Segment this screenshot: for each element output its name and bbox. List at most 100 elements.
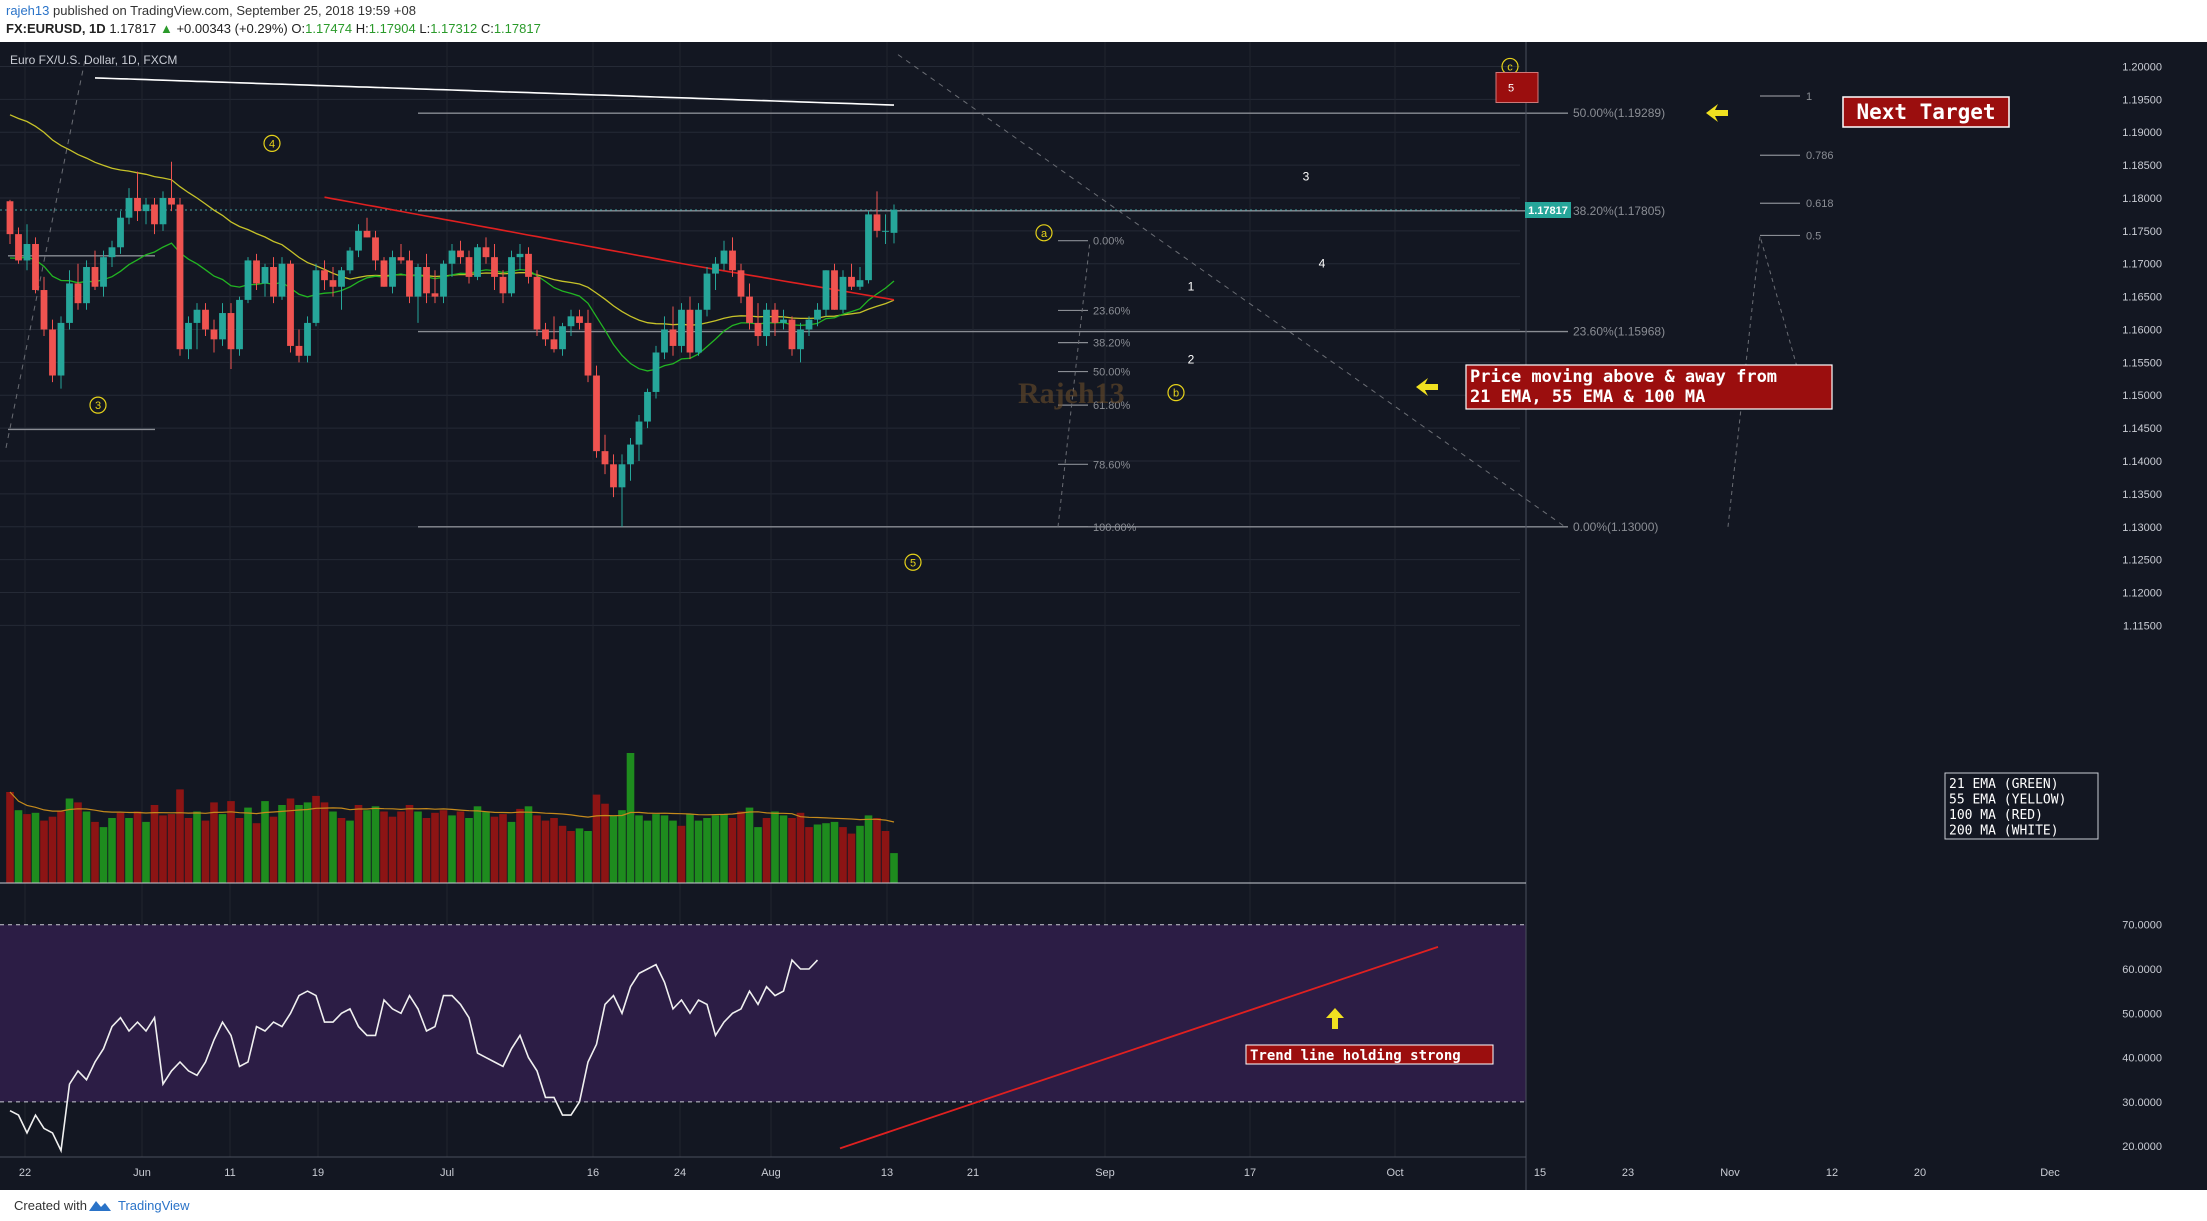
- volume-bar: [490, 816, 499, 883]
- time-tick-label: 20: [1914, 1167, 1926, 1179]
- time-tick-label: Sep: [1095, 1167, 1115, 1179]
- wave-label: 4: [269, 138, 275, 150]
- volume-bar: [176, 789, 184, 883]
- price-axis: 1.20000 1.19500 1.19000 1.18500 1.18000 1.175…: [0, 42, 2162, 1190]
- candle-body: [83, 267, 90, 304]
- volume-bar: [771, 811, 779, 883]
- candle-body: [584, 322, 592, 376]
- price-chart[interactable]: 50.00%(1.19289) 38.20%(1.17805) 23.60%(1.1…: [0, 42, 2207, 1190]
- volume-bar: [524, 806, 533, 883]
- candle-body: [151, 204, 158, 225]
- candle-body: [763, 309, 770, 337]
- price-tick-label: 1.19500: [2122, 94, 2162, 106]
- volume-bar: [635, 815, 643, 883]
- mini-fib-label: 38.20%: [1093, 338, 1131, 350]
- candle-body: [389, 257, 396, 287]
- volume-bar: [312, 795, 320, 883]
- mini-fib-label: 78.60%: [1093, 459, 1131, 471]
- time-tick-label: 13: [881, 1167, 893, 1179]
- fibonacci-levels: 50.00%(1.19289) 38.20%(1.17805) 23.60%(1.1…: [0, 54, 1834, 534]
- time-tick-label: Jul: [440, 1167, 454, 1179]
- volume-bar: [286, 798, 295, 883]
- volume-bar: [711, 815, 720, 883]
- price-tick-label: 1.18000: [2122, 193, 2162, 205]
- candle-body: [372, 237, 379, 261]
- rsi-line: [9, 958, 819, 1154]
- price-moving-line1: Price moving above & away from: [1470, 367, 1777, 387]
- volume-bar: [660, 815, 669, 883]
- volume-bar: [252, 823, 261, 883]
- price-tick-label: 1.14500: [2122, 423, 2162, 435]
- volume-bar: [303, 802, 312, 883]
- time-tick-label: Jun: [133, 1167, 151, 1179]
- price-tick-label: 1.17500: [2122, 226, 2162, 238]
- candle-body: [508, 257, 515, 294]
- candle-body: [159, 197, 167, 225]
- rsi-tick-label: 20.0000: [2122, 1141, 2162, 1153]
- volume-bar: [23, 814, 31, 883]
- price-tick-label: 1.12000: [2122, 588, 2162, 600]
- volume-bar: [116, 812, 125, 883]
- candle-body: [312, 270, 320, 323]
- time-tick-label: 24: [674, 1167, 686, 1179]
- candle-body: [652, 352, 660, 392]
- volume-bar: [881, 831, 890, 883]
- extension-path: [1727, 235, 1801, 527]
- volume-bar: [516, 808, 524, 883]
- candle-body: [788, 319, 796, 350]
- volume-bar: [320, 802, 329, 883]
- candle-body: [66, 283, 73, 323]
- candle-body: [593, 375, 600, 452]
- candle-body: [754, 322, 762, 337]
- footer-created-label: Created with: [14, 1198, 87, 1213]
- rsi-tick-label: 30.0000: [2122, 1097, 2162, 1109]
- volume-bar: [779, 815, 788, 883]
- volume-bar: [737, 811, 745, 883]
- candle-body: [57, 322, 65, 376]
- candle-body: [321, 270, 328, 281]
- volume-bar: [584, 831, 592, 883]
- candle-body: [134, 197, 141, 212]
- volume-bar: [159, 815, 167, 883]
- volume-bar: [728, 818, 737, 883]
- tradingview-logo-icon: [89, 1201, 111, 1211]
- last-price-tag: [1525, 201, 1571, 218]
- price-tick-label: 1.11500: [2123, 620, 2162, 632]
- candle-body: [346, 250, 354, 271]
- volume-bar: [261, 801, 269, 883]
- candle-body: [32, 243, 39, 291]
- candle-body: [814, 309, 821, 320]
- volume-bar: [431, 812, 439, 883]
- candle-body: [822, 270, 830, 310]
- price-tick-label: 1.20000: [2122, 61, 2162, 73]
- candle-body: [499, 276, 507, 294]
- volume-bar: [65, 798, 74, 883]
- volume-bar: [592, 794, 601, 883]
- candle-body: [440, 263, 447, 297]
- volume-bar: [218, 814, 227, 883]
- footer-tradingview-link[interactable]: TradingView: [118, 1198, 190, 1213]
- volume-bar: [422, 818, 431, 883]
- candle-body: [550, 339, 558, 350]
- wave-circle: [1167, 384, 1185, 402]
- volume-bar: [227, 801, 235, 883]
- annotations: Euro FX/U.S. Dollar, 1D, FXCM 3 4 5 a b c 1 2 3 4 5…: [10, 53, 2099, 1065]
- candle-body: [686, 309, 694, 353]
- candle-body: [253, 260, 260, 284]
- candle-body: [465, 257, 473, 277]
- mini-fib-label: 50.00%: [1093, 367, 1131, 379]
- candle-body: [661, 329, 668, 353]
- mini-fib-label: 0.00%: [1093, 236, 1124, 248]
- candle-body: [457, 250, 464, 258]
- candle-body: [797, 329, 804, 350]
- candle-body: [210, 329, 218, 340]
- time-tick-label: 19: [312, 1167, 324, 1179]
- wave-circle: [89, 396, 107, 414]
- publisher-user-link[interactable]: rajeh13: [6, 3, 50, 18]
- volume-bar: [652, 814, 660, 883]
- candle-body: [805, 319, 813, 330]
- published-text: published on TradingView.com, September …: [53, 3, 416, 18]
- volume-bar: [873, 818, 881, 883]
- candle-body: [474, 247, 481, 277]
- volume-bar: [856, 825, 864, 883]
